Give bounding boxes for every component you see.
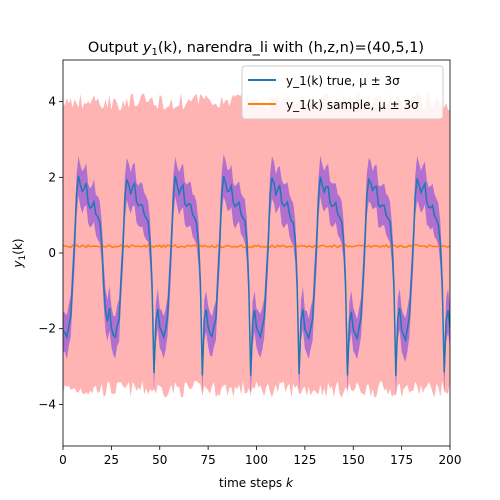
chart-title-sub: 1 [151, 47, 157, 58]
chart-title-prefix: Output [88, 40, 143, 56]
legend: y_1(k) true, μ ± 3σ y_1(k) sample, μ ± 3… [241, 65, 444, 120]
y-axis-label-math: y [11, 260, 25, 269]
y-tick-label: 4 [48, 95, 56, 109]
y-axis-label-arg: (k) [11, 238, 25, 254]
y-tick-label: −2 [38, 322, 56, 336]
true-band [63, 154, 450, 399]
x-tick-label: 50 [152, 453, 167, 467]
plot-area [63, 93, 450, 399]
chart-title-suffix: , narendra_li with (h,z,n)=(40,5,1) [178, 40, 425, 56]
y-axis-label: y1(k) [11, 238, 28, 268]
x-tick-label: 125 [293, 453, 316, 467]
chart-title-math: y [142, 40, 152, 56]
x-tick-label: 25 [104, 453, 119, 467]
legend-label-sample: y_1(k) sample, μ ± 3σ [286, 98, 419, 112]
y-axis: −4 −2 0 2 4 [38, 95, 63, 411]
x-axis: 0 25 50 75 100 125 150 175 200 [59, 446, 461, 467]
legend-frame [241, 65, 444, 120]
x-tick-label: 175 [390, 453, 413, 467]
chart-title-arg: (k) [158, 40, 178, 56]
y-tick-label: 0 [48, 246, 56, 260]
y-axis-label-sub: 1 [18, 255, 28, 261]
legend-label-true: y_1(k) true, μ ± 3σ [286, 74, 400, 88]
sample-line [63, 243, 450, 249]
x-axis-label: time steps k [219, 476, 294, 490]
y-tick-label: 2 [48, 170, 56, 184]
x-tick-label: 100 [245, 453, 268, 467]
chart-title: Output y1(k), narendra_li with (h,z,n)=(… [88, 40, 424, 58]
true-line [63, 175, 450, 377]
x-tick-label: 150 [342, 453, 365, 467]
y-tick-label: −4 [38, 397, 56, 411]
x-tick-label: 0 [59, 453, 67, 467]
x-tick-label: 200 [439, 453, 462, 467]
x-axis-label-text: time steps [219, 476, 286, 490]
x-axis-label-math: k [286, 476, 294, 490]
x-tick-label: 75 [200, 453, 215, 467]
